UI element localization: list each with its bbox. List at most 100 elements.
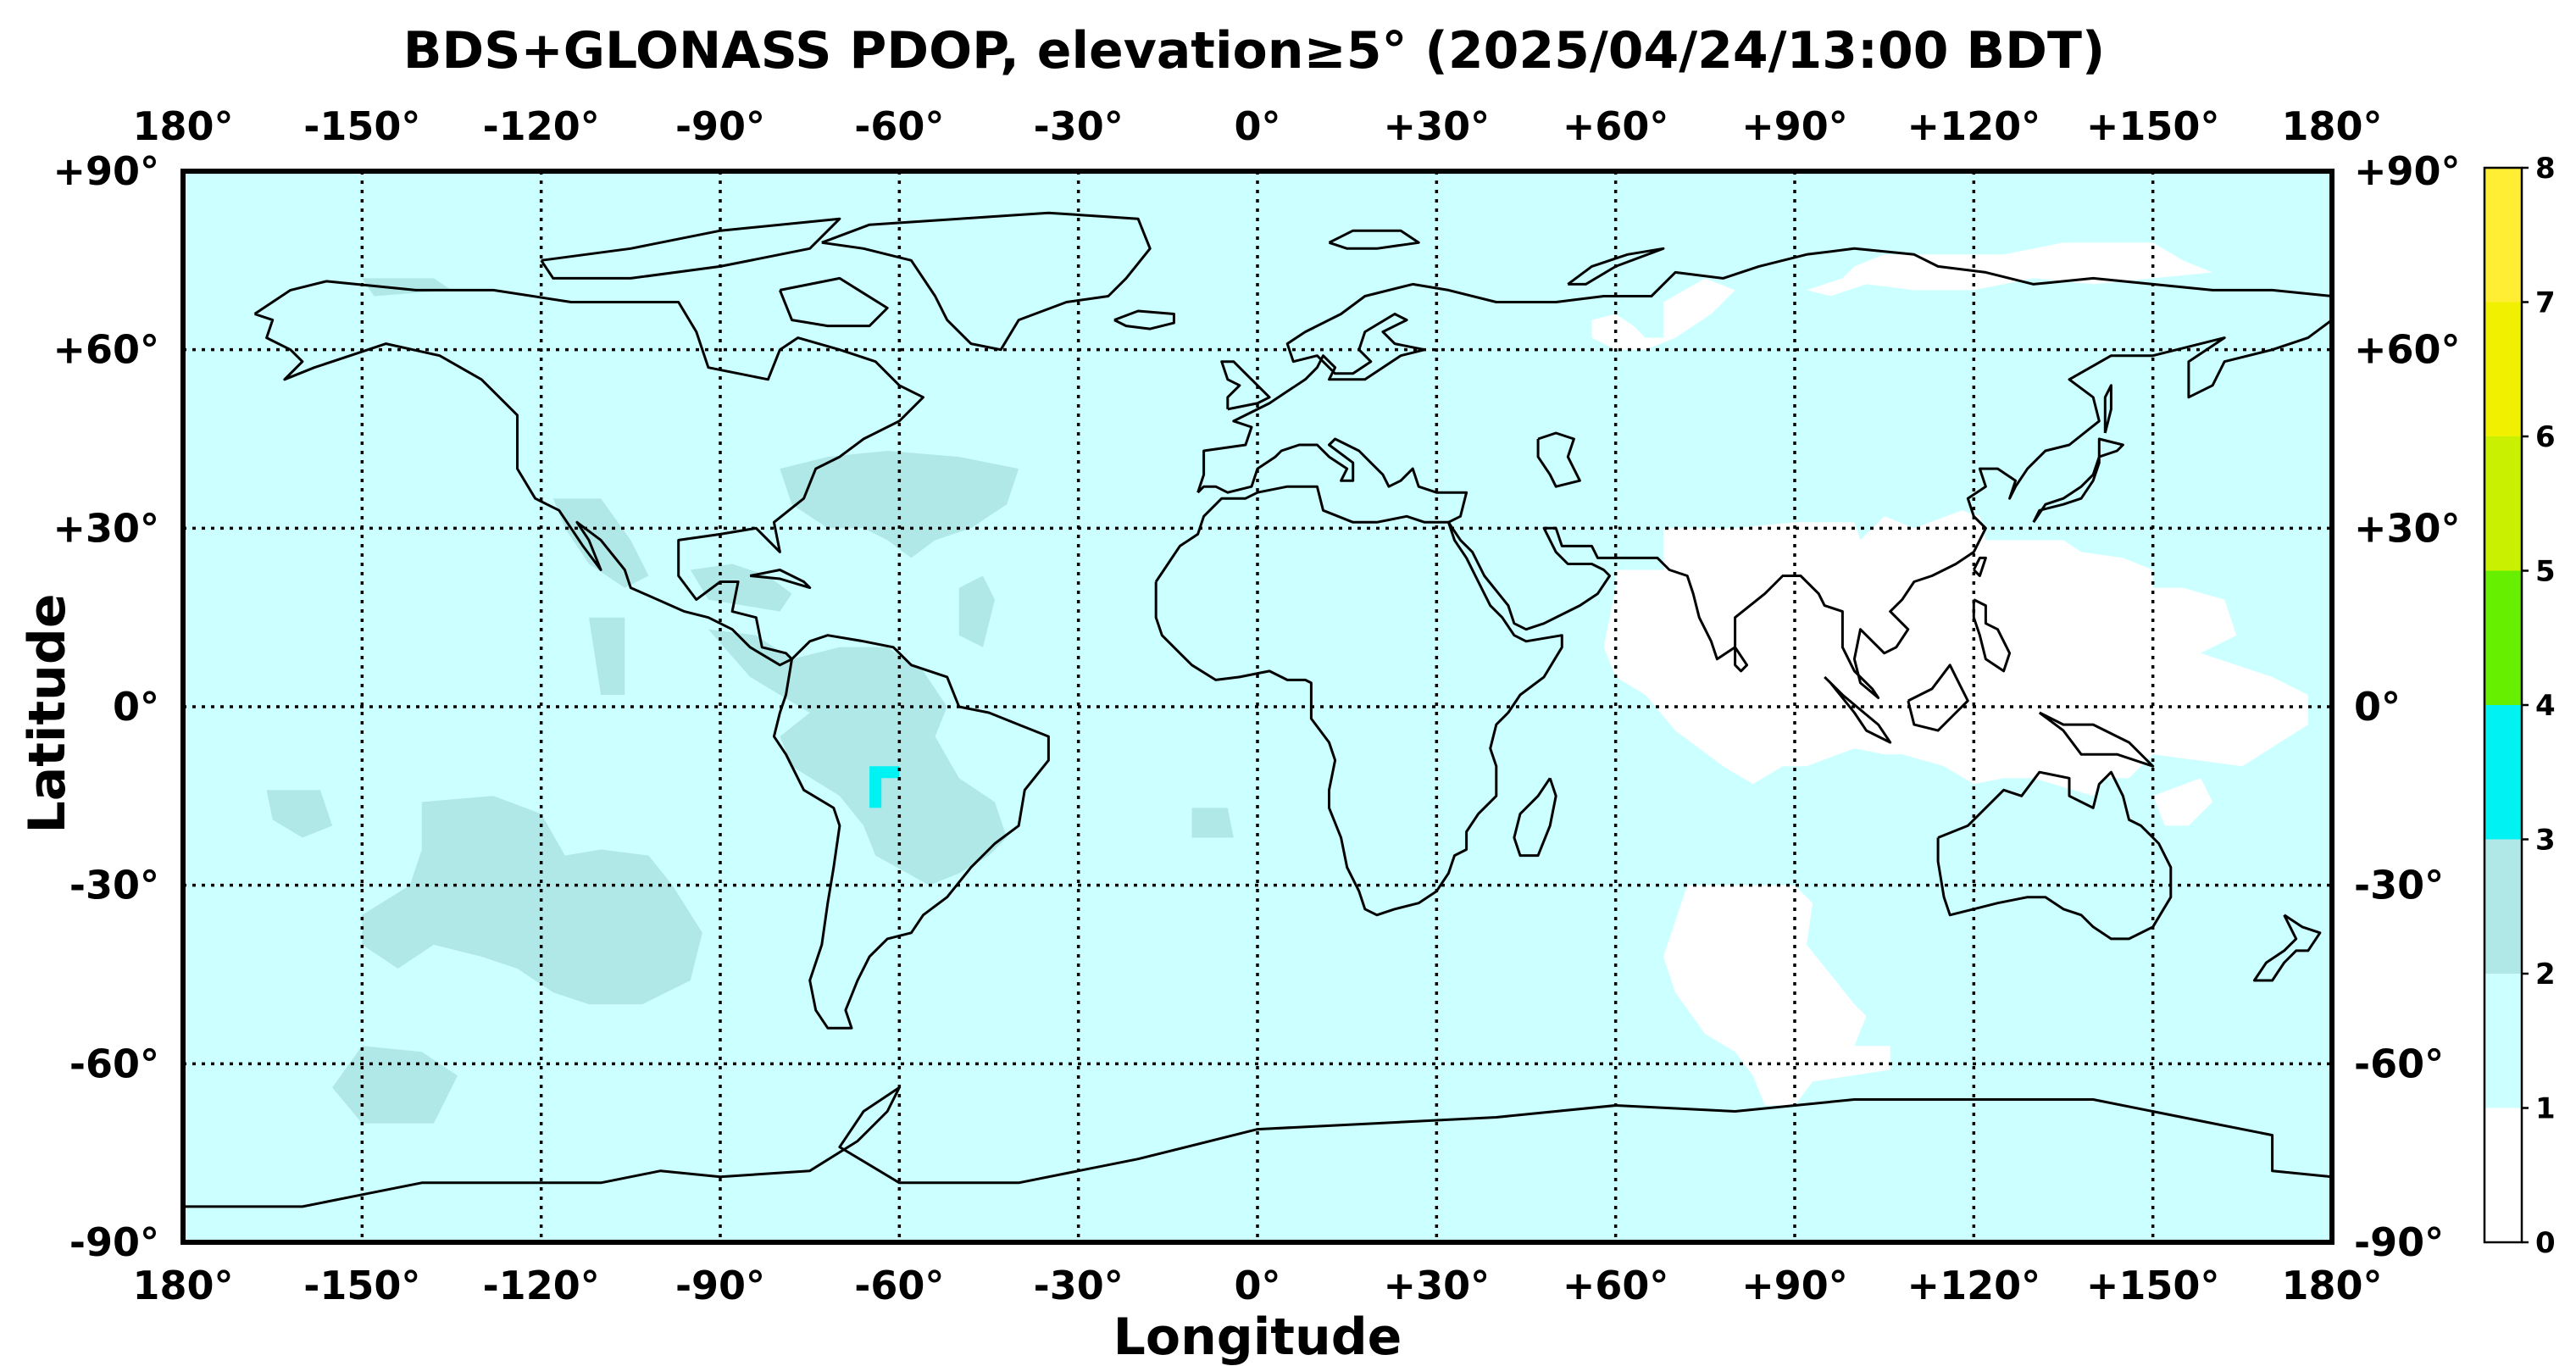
region-south-pacific-west-mid-pdop: [266, 790, 333, 838]
region-south-america-mid-pdop: [708, 629, 1008, 886]
x-tick-label-top: -120°: [483, 103, 600, 149]
region-southern-ocean-low-pdop: [1663, 885, 1890, 1106]
colorbar-tick-label: 2: [2535, 958, 2556, 991]
coast-japan: [2032, 437, 2124, 524]
gridlines: [183, 171, 2332, 1242]
region-amazon-high-pdop: [869, 766, 900, 808]
x-tick-label-top: -30°: [1034, 103, 1124, 149]
colorbar-bin: [2484, 705, 2522, 840]
x-tick-label-top: -90°: [675, 103, 765, 149]
colorbar-bin: [2484, 302, 2522, 436]
x-tick-label-bottom: +90°: [1741, 1263, 1848, 1308]
x-tick-label-bottom: +30°: [1384, 1263, 1491, 1308]
x-tick-label-top: 0°: [1234, 103, 1280, 149]
x-tick-label-bottom: +120°: [1907, 1263, 2041, 1308]
coast-baffin: [779, 276, 889, 328]
x-tick-label-top: +90°: [1741, 103, 1848, 149]
pdop-regions: [266, 242, 2308, 1124]
y-tick-label-left: -60°: [69, 1041, 159, 1086]
y-tick-label-right: +90°: [2354, 148, 2461, 194]
x-tick-label-bottom: +60°: [1563, 1263, 1669, 1308]
y-tick-label-left: 0°: [113, 684, 159, 730]
coast-svalbard: [1328, 229, 1420, 250]
x-tick-label-top: +60°: [1563, 103, 1669, 149]
x-tick-label-bottom: -120°: [483, 1263, 600, 1308]
map-plot-area: [180, 169, 2334, 1245]
coast-novaya-zemlya: [1567, 247, 1665, 286]
chart-title: BDS+GLONASS PDOP, elevation≥5° (2025/04/…: [403, 21, 2106, 81]
coastlines: [183, 211, 2334, 1208]
coast-new-guinea: [2038, 711, 2155, 768]
region-mexico-mid-pdop: [552, 498, 649, 588]
colorbar-tick-label: 5: [2535, 555, 2556, 589]
x-tick-label-bottom: 0°: [1234, 1263, 1280, 1308]
x-tick-label-bottom: 180°: [2281, 1263, 2382, 1308]
coast-sakhalin: [2103, 384, 2112, 434]
y-tick-label-right: +60°: [2354, 327, 2461, 373]
coast-australia: [1936, 770, 2173, 941]
coast-sri-lanka: [1734, 646, 1749, 673]
y-tick-label-left: +60°: [53, 327, 159, 373]
x-tick-label-top: +120°: [1907, 103, 2041, 149]
colorbar-tick-label: 8: [2535, 152, 2556, 186]
x-tick-label-top: -150°: [303, 103, 420, 149]
y-tick-label-right: -60°: [2354, 1041, 2444, 1086]
x-tick-label-bottom: +150°: [2086, 1263, 2220, 1308]
x-tick-label-bottom: -60°: [854, 1263, 944, 1308]
right-latitude-ticks: +90° +60° +30° 0° -30° -60° -90°: [2354, 148, 2461, 1265]
colorbar-bin: [2484, 1108, 2522, 1242]
x-tick-label-top: +30°: [1384, 103, 1491, 149]
coast-arctic-islands: [540, 217, 841, 280]
colorbar-tick-label: 1: [2535, 1092, 2556, 1126]
colorbar-tick-label: 4: [2535, 689, 2556, 723]
coast-iceland: [1113, 309, 1175, 330]
y-tick-label-left: -90°: [69, 1219, 159, 1265]
x-tick-label-top: 180°: [2281, 103, 2382, 149]
x-tick-label-bottom: -30°: [1034, 1263, 1124, 1308]
colorbar-bin: [2484, 839, 2522, 974]
map-frame: [180, 169, 2334, 1245]
y-axis-label: Latitude: [18, 593, 77, 833]
region-us-east-mid-pdop: [780, 451, 1019, 558]
colorbar-bin: [2484, 974, 2522, 1108]
x-tick-label-bottom: -150°: [303, 1263, 420, 1308]
colorbar-tick-label: 6: [2535, 420, 2556, 454]
x-tick-label-top: 180°: [132, 103, 233, 149]
region-australia-east-low-pdop: [2152, 778, 2213, 826]
y-tick-label-right: -30°: [2354, 863, 2444, 908]
x-tick-label-top: +150°: [2086, 103, 2220, 149]
coast-sumatra: [1824, 675, 1892, 744]
coast-north-america: [253, 280, 924, 667]
region-south-atlantic-mid-pdop: [1191, 808, 1234, 838]
top-longitude-ticks: 180° -150° -120° -90° -60° -30° 0° +30° +60° +90°…: [132, 103, 2382, 149]
y-tick-label-right: -90°: [2354, 1219, 2444, 1265]
colorbar-tick-label: 3: [2535, 824, 2556, 858]
x-axis-label: Longitude: [1113, 1308, 1402, 1366]
coast-cuba: [749, 569, 812, 590]
colorbar-tick-label: 0: [2535, 1226, 2556, 1260]
colorbar-ticks: 0 1 2 3 4 5 6 7 8: [2522, 152, 2556, 1260]
colorbar-bin: [2484, 168, 2522, 303]
y-tick-label-right: 0°: [2354, 684, 2401, 730]
bottom-longitude-ticks: 180° -150° -120° -90° -60° -30° 0° +30° +60° +90°…: [132, 1263, 2382, 1308]
region-atlantic-mid-pdop: [958, 575, 995, 647]
y-tick-label-right: +30°: [2354, 505, 2461, 551]
x-tick-label-top: -60°: [854, 103, 944, 149]
region-siberia-low-pdop: [1807, 242, 2213, 297]
coast-taiwan: [1972, 556, 1987, 577]
colorbar-tick-label: 7: [2535, 286, 2556, 320]
region-north-pacific-mid-pdop: [362, 278, 452, 297]
coast-madagascar: [1513, 777, 1557, 858]
left-latitude-ticks: +90° +60° +30° 0° -30° -60° -90°: [53, 148, 159, 1265]
region-south-pacific-mid-pdop: [362, 796, 702, 1005]
colorbar: [2483, 166, 2523, 1244]
y-tick-label-left: +90°: [53, 148, 159, 194]
coast-new-zealand: [2252, 913, 2322, 982]
coast-greenland: [821, 211, 1152, 352]
colorbar-bin: [2484, 570, 2522, 705]
coast-caspian: [1536, 431, 1581, 488]
region-caribbean-mid-pdop: [690, 564, 792, 612]
coast-eurasia: [1196, 247, 2334, 699]
region-central-asia-low-pdop: [1591, 278, 1735, 350]
